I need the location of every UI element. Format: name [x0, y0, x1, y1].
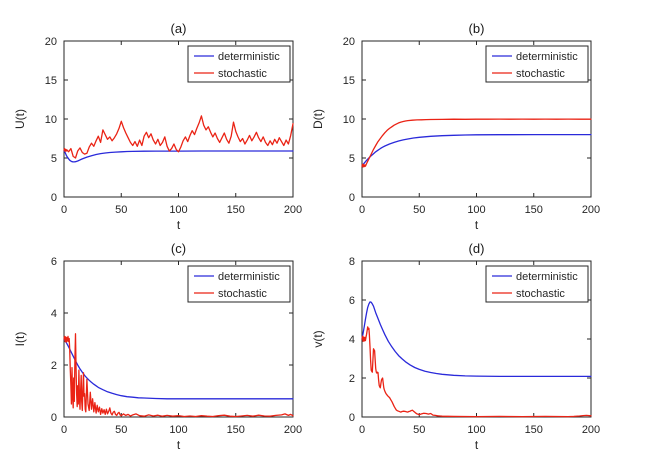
- series-line-stochastic: [63, 115, 294, 159]
- y-tick-label: 20: [45, 36, 57, 48]
- x-tick-label: 150: [227, 204, 245, 216]
- chart-panel-d: 0 50 100 150 200 0 2 4 6 8 (d) t v(t) deterministic st…: [311, 241, 600, 452]
- y-axis-label: D(t): [311, 109, 325, 129]
- y-tick-label: 6: [51, 256, 57, 268]
- legend-label-stochastic: stochastic: [218, 288, 267, 300]
- x-tick-label: 100: [169, 204, 187, 216]
- y-axis-label: v(t): [311, 330, 325, 347]
- y-tick-label: 0: [51, 412, 57, 424]
- chart-panel-a: 0 50 100 150 200 0 5 10 15 20 (a) t U(t) deterministi…: [13, 21, 302, 232]
- y-tick-label: 0: [349, 412, 355, 424]
- y-tick-label: 15: [45, 75, 57, 87]
- series-line-stochastic: [63, 333, 294, 418]
- y-tick-label: 0: [51, 192, 57, 204]
- x-tick-label: 50: [413, 424, 425, 436]
- x-tick-label: 100: [169, 424, 187, 436]
- chart-panel-c: 0 50 100 150 200 0 2 4 6 (c) t I(t) deterministic sto…: [13, 241, 302, 452]
- x-tick-label: 50: [413, 204, 425, 216]
- y-tick-label: 5: [349, 153, 355, 165]
- x-tick-label: 150: [525, 424, 543, 436]
- x-tick-label: 200: [582, 424, 600, 436]
- y-tick-label: 20: [343, 36, 355, 48]
- x-axis-label: t: [177, 218, 181, 232]
- x-tick-label: 0: [61, 204, 67, 216]
- x-axis-label: t: [475, 438, 479, 452]
- legend-label-deterministic: deterministic: [516, 51, 578, 63]
- x-tick-label: 150: [227, 424, 245, 436]
- series-line-stochastic: [361, 118, 592, 168]
- y-tick-label: 4: [349, 334, 355, 346]
- x-axis-label: t: [177, 438, 181, 452]
- panel-title: (a): [171, 21, 187, 36]
- y-tick-label: 8: [349, 256, 355, 268]
- legend-label-deterministic: deterministic: [218, 271, 280, 283]
- x-tick-label: 50: [115, 424, 127, 436]
- y-tick-label: 10: [45, 114, 57, 126]
- panel-title: (b): [469, 21, 485, 36]
- y-tick-label: 15: [343, 75, 355, 87]
- legend-box: [485, 265, 589, 303]
- legend-label-stochastic: stochastic: [218, 68, 267, 80]
- y-tick-label: 5: [51, 153, 57, 165]
- series-line-deterministic: [361, 133, 592, 167]
- y-tick-label: 0: [349, 192, 355, 204]
- legend-label-deterministic: deterministic: [218, 51, 280, 63]
- series-line-deterministic: [63, 338, 294, 400]
- panel-title: (c): [171, 241, 186, 256]
- y-tick-label: 10: [343, 114, 355, 126]
- y-tick-label: 4: [51, 308, 57, 320]
- legend-box: [485, 45, 589, 83]
- x-tick-label: 0: [61, 424, 67, 436]
- x-tick-label: 0: [359, 204, 365, 216]
- x-axis-label: t: [475, 218, 479, 232]
- legend-label-deterministic: deterministic: [516, 271, 578, 283]
- x-tick-label: 200: [284, 204, 302, 216]
- panel-title: (d): [469, 241, 485, 256]
- x-tick-label: 100: [467, 204, 485, 216]
- series-line-stochastic: [361, 326, 592, 418]
- series-line-deterministic: [361, 301, 592, 378]
- x-tick-label: 100: [467, 424, 485, 436]
- x-tick-label: 200: [284, 424, 302, 436]
- legend-label-stochastic: stochastic: [516, 288, 565, 300]
- y-tick-label: 2: [349, 373, 355, 385]
- y-axis-label: U(t): [13, 109, 27, 129]
- x-tick-label: 200: [582, 204, 600, 216]
- y-axis-label: I(t): [13, 332, 27, 347]
- y-tick-label: 2: [51, 360, 57, 372]
- chart-panel-b: 0 50 100 150 200 0 5 10 15 20 (b) t D(t) deterministi…: [311, 21, 600, 232]
- legend-label-stochastic: stochastic: [516, 68, 565, 80]
- y-tick-label: 6: [349, 295, 355, 307]
- x-tick-label: 0: [359, 424, 365, 436]
- x-tick-label: 150: [525, 204, 543, 216]
- legend-box: [187, 45, 291, 83]
- x-tick-label: 50: [115, 204, 127, 216]
- legend-box: [187, 265, 291, 303]
- series-line-deterministic: [63, 149, 294, 163]
